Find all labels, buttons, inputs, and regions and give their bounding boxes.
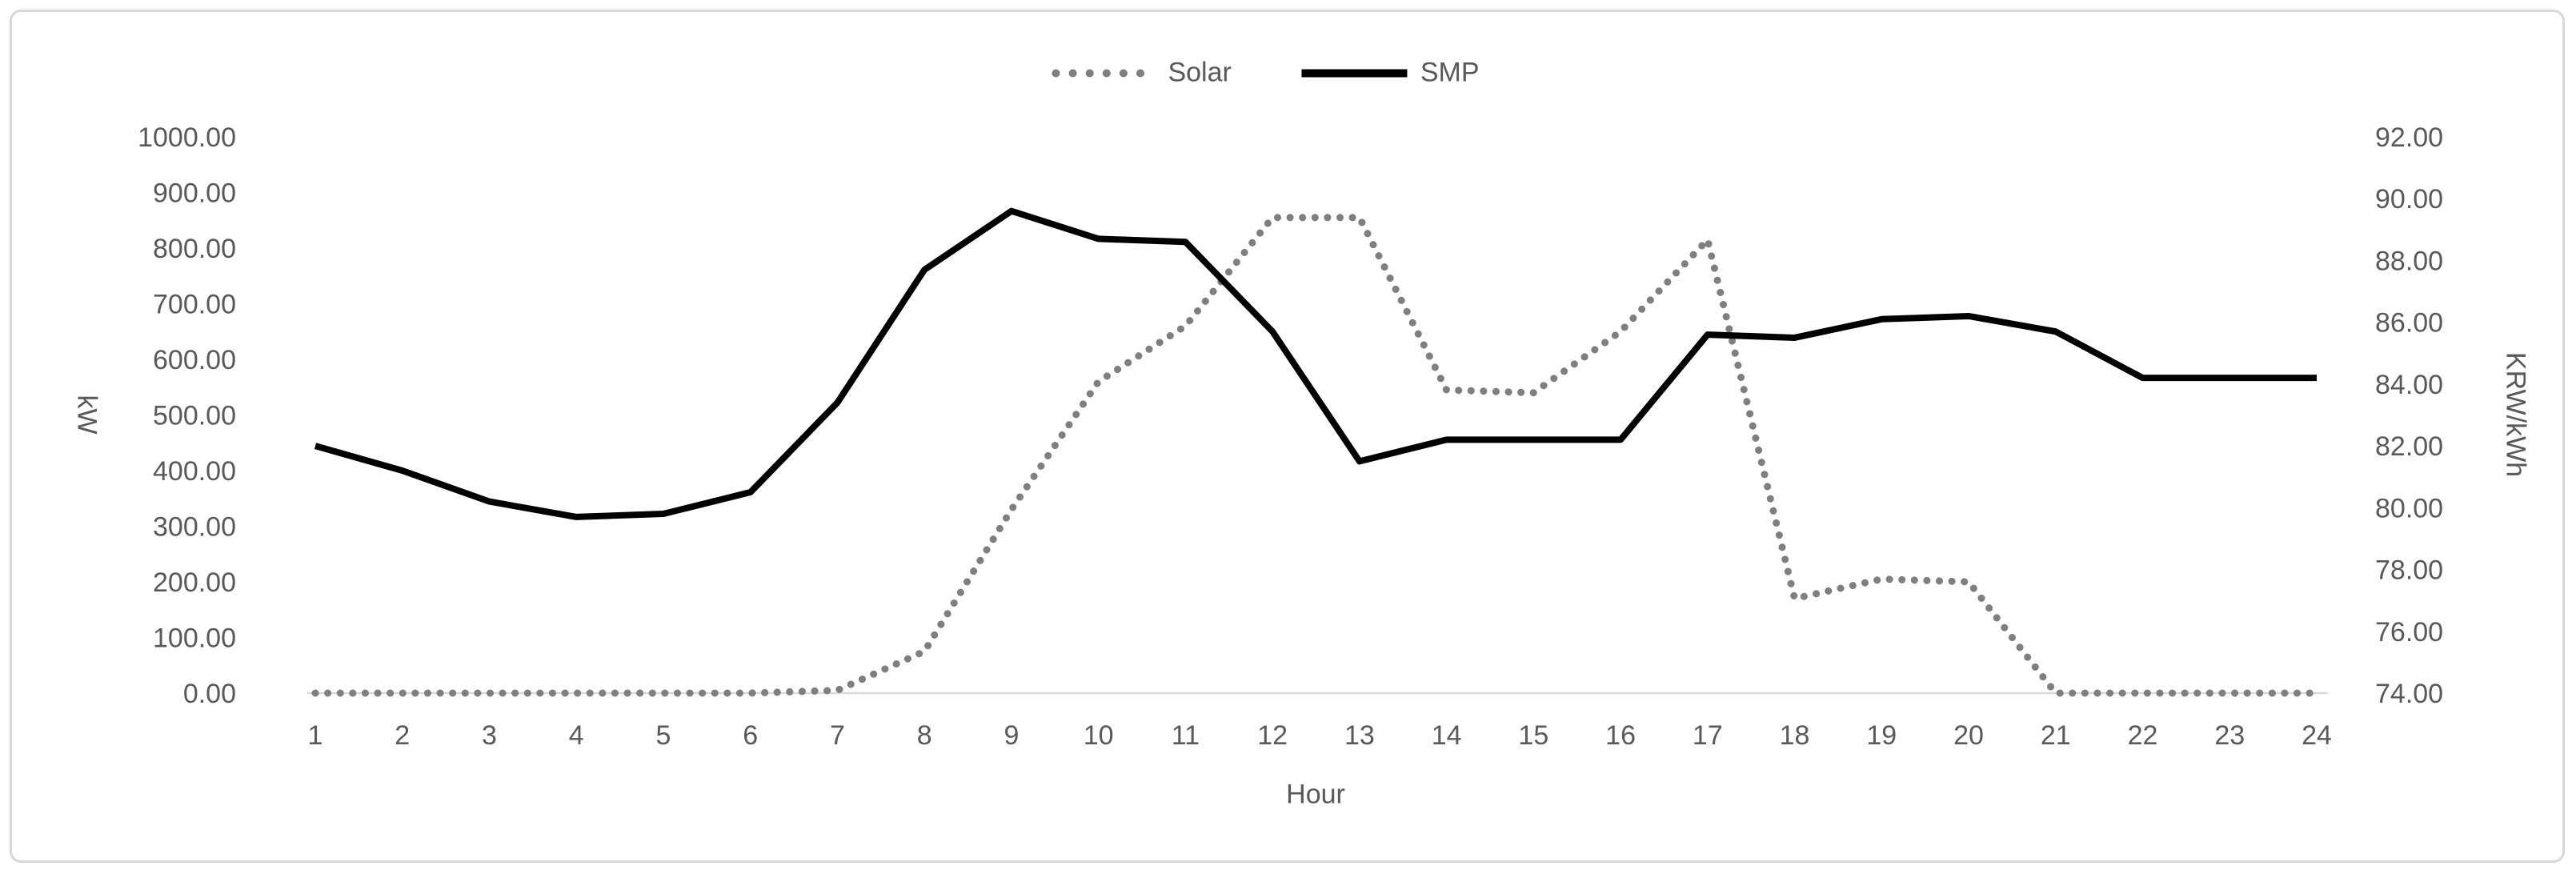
right-axis-tick-label: 74.00 [2375,679,2443,709]
x-axis-title: Hour [1286,779,1345,810]
x-axis-tick-label: 21 [2041,720,2071,751]
right-axis-tick-label: 88.00 [2375,246,2443,276]
left-axis-tick-label: 1000.00 [138,122,236,153]
right-axis-tick-label: 82.00 [2375,431,2443,462]
x-axis-tick-label: 6 [743,720,758,751]
x-axis-tick-label: 18 [1780,720,1810,751]
x-axis-tick-label: 13 [1344,720,1375,751]
solar-series-line [311,214,2321,697]
x-axis-tick-label: 5 [655,720,671,751]
left-axis-tick-label: 700.00 [153,290,236,320]
x-axis-tick-label: 23 [2214,720,2245,751]
legend-item-solar[interactable]: Solar [1051,57,1232,89]
x-axis-tick-label: 10 [1084,720,1114,751]
left-axis-tick-label: 300.00 [153,512,236,543]
x-axis-tick-label: 15 [1518,720,1548,751]
x-axis-tick-label: 1 [308,720,323,751]
x-axis-tick-label: 22 [2128,720,2158,751]
x-axis-tick-label: 14 [1432,720,1462,751]
chart-figure: 0.00 100.00 200.00 300.00 400.00 500.00 600.00… [10,10,2565,863]
smp-legend-marker-icon [1301,69,1408,77]
x-axis-tick-label: 2 [395,720,410,751]
legend-item-smp[interactable]: SMP [1300,58,1480,89]
right-axis-title: KRW/kWh [2500,351,2531,478]
x-axis-tick-label: 9 [1004,720,1019,751]
left-axis-tick-label: 100.00 [153,623,236,654]
x-axis-tick-label: 12 [1257,720,1288,751]
x-axis-tick-label: 8 [917,720,932,751]
right-axis-tick-label: 92.00 [2375,122,2443,153]
x-axis-tick-label: 7 [830,720,845,751]
x-axis-tick-label: 19 [1866,720,1897,751]
right-axis-tick-label: 84.00 [2375,370,2443,400]
smp-series-line [314,207,2317,520]
x-axis-tick-label: 16 [1605,720,1636,751]
x-axis-tick-label: 20 [1953,720,1984,751]
left-axis-tick-label: 500.00 [153,401,236,431]
chart-legend: Solar SMP [1051,57,1480,89]
right-axis-tick-label: 76.00 [2375,617,2443,647]
left-axis-title: kW [71,395,102,435]
legend-label-smp: SMP [1420,57,1480,88]
left-axis-tick-label: 200.00 [153,567,236,598]
left-axis-tick-label: 900.00 [153,178,236,209]
solar-legend-marker-icon [1052,69,1156,77]
left-axis-tick-label: 400.00 [153,456,236,487]
right-axis-tick-label: 80.00 [2375,493,2443,523]
left-axis-tick-label: 600.00 [153,345,236,375]
plot-area: 0.00 100.00 200.00 300.00 400.00 500.00 600.00… [138,122,2443,751]
x-axis-tick-label: 3 [482,720,497,751]
legend-label-solar: Solar [1168,57,1232,88]
right-axis-tick-label: 86.00 [2375,308,2443,339]
x-axis-tick-label: 17 [1693,720,1723,751]
x-axis-tick-label: 4 [569,720,584,751]
left-axis-tick-label: 0.00 [183,679,236,709]
right-axis-tick-label: 90.00 [2375,184,2443,214]
right-axis-tick-label: 78.00 [2375,555,2443,586]
left-axis-tick-label: 800.00 [153,234,236,264]
x-axis-tick-label: 24 [2302,720,2332,751]
x-axis-tick-label: 11 [1172,720,1200,751]
